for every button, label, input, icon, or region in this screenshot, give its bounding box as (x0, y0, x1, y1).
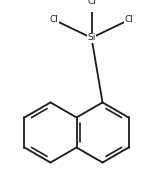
Text: Cl: Cl (87, 0, 96, 6)
Text: Cl: Cl (50, 15, 58, 24)
Text: Cl: Cl (125, 15, 134, 24)
Text: Si: Si (87, 33, 96, 42)
